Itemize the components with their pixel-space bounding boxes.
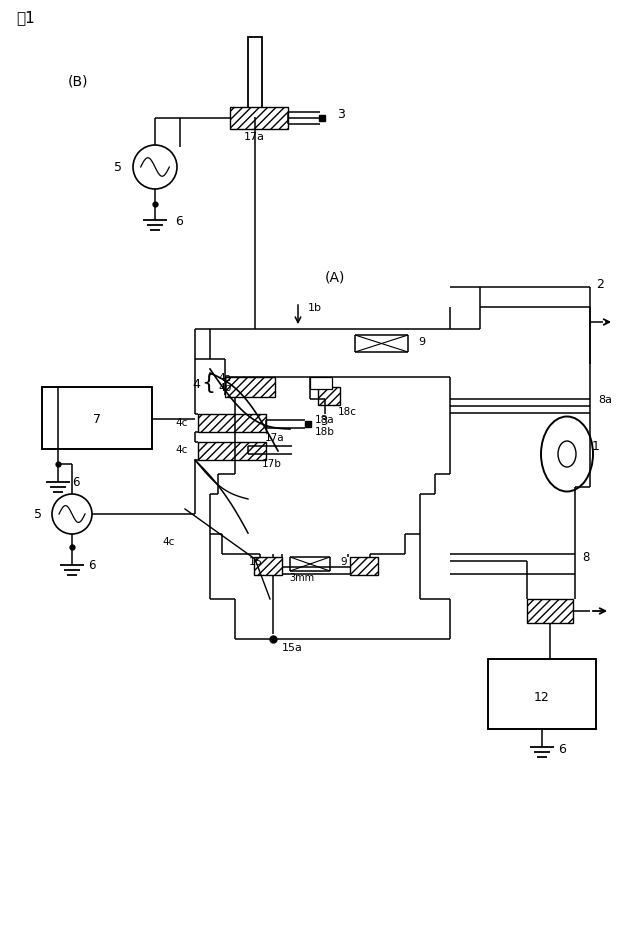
Text: 4b: 4b (218, 382, 231, 393)
Text: (B): (B) (68, 75, 88, 89)
Text: 3: 3 (320, 415, 327, 428)
Bar (318, 388, 340, 406)
Bar (198, 414, 266, 432)
Text: 6: 6 (558, 743, 566, 756)
Text: 3mm: 3mm (289, 572, 315, 582)
Text: 18b: 18b (315, 427, 335, 436)
Text: 8a: 8a (598, 395, 612, 405)
Text: (A): (A) (325, 271, 345, 285)
Text: 18c: 18c (338, 407, 357, 416)
Text: 6: 6 (175, 215, 183, 228)
Text: 2: 2 (596, 278, 604, 291)
Text: 18a: 18a (315, 414, 335, 425)
Text: 15a: 15a (282, 642, 303, 652)
Bar (310, 378, 332, 390)
Text: 5: 5 (114, 161, 122, 175)
Text: 4c: 4c (175, 417, 188, 428)
Text: 4: 4 (192, 379, 200, 391)
Bar (230, 108, 288, 130)
Text: 6: 6 (72, 476, 80, 489)
Bar (254, 557, 282, 576)
Bar (488, 659, 596, 729)
Bar (42, 388, 152, 449)
Text: 5: 5 (34, 508, 42, 521)
Text: 4a: 4a (218, 373, 231, 382)
Text: 図1: 図1 (16, 10, 35, 25)
Text: 4c: 4c (175, 445, 188, 454)
Bar (350, 557, 378, 576)
Text: 4c: 4c (162, 536, 175, 547)
Text: 1b: 1b (308, 303, 322, 312)
Text: 17b: 17b (262, 459, 282, 468)
Bar (198, 443, 266, 461)
Text: 17a: 17a (265, 432, 285, 443)
Bar (225, 378, 275, 397)
Bar (248, 38, 262, 118)
Text: 1: 1 (592, 440, 600, 453)
Text: 8: 8 (582, 551, 590, 564)
Text: 12: 12 (534, 691, 550, 704)
Bar (527, 599, 573, 623)
Text: {: { (201, 373, 215, 393)
Text: 3: 3 (337, 109, 345, 122)
Text: 9: 9 (340, 556, 346, 566)
Text: 15: 15 (249, 556, 263, 566)
Text: 17a: 17a (243, 132, 264, 142)
Text: 9: 9 (418, 337, 425, 346)
Text: 7: 7 (93, 413, 101, 426)
Text: 6: 6 (88, 559, 96, 572)
